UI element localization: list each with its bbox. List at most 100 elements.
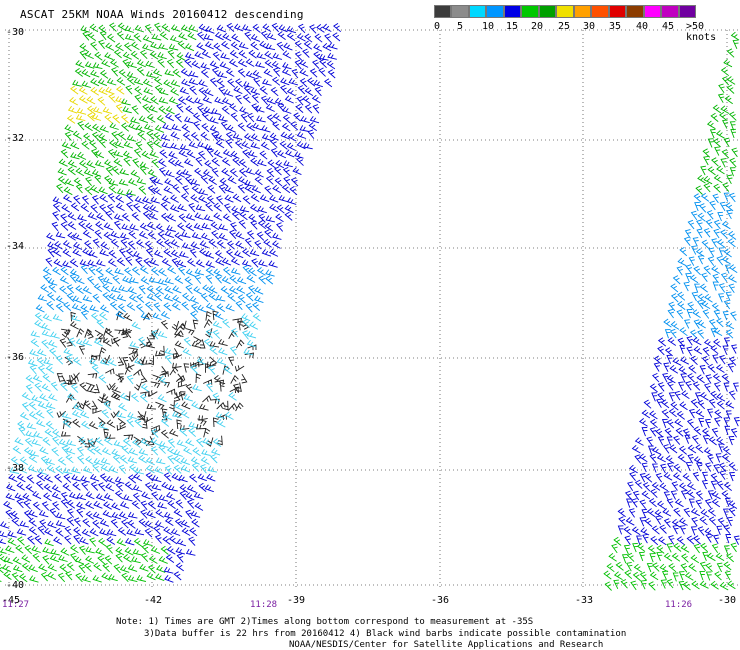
wind-barb <box>61 204 70 213</box>
wind-barb <box>151 329 159 340</box>
wind-barb <box>235 78 243 88</box>
wind-barb <box>276 150 287 159</box>
lon-label: -33 <box>575 595 594 606</box>
wind-barb <box>76 501 86 510</box>
wind-barb <box>165 112 175 122</box>
wind-barb <box>660 579 667 589</box>
wind-barb <box>36 472 46 482</box>
wind-barb <box>665 455 675 464</box>
wind-barb <box>686 335 693 346</box>
wind-barb <box>229 229 237 240</box>
wind-barb <box>71 303 82 311</box>
wind-barb <box>140 552 149 563</box>
wind-barb <box>99 30 107 41</box>
wind-barb <box>92 106 103 114</box>
wind-barb <box>700 508 710 518</box>
wind-barb <box>169 400 175 410</box>
wind-barb <box>718 443 724 453</box>
wind-barb <box>653 362 660 372</box>
wind-barb <box>35 409 45 419</box>
wind-barb <box>272 67 281 77</box>
wind-barb <box>43 358 53 366</box>
wind-barb <box>176 259 187 268</box>
wind-barb <box>245 58 255 67</box>
wind-barb <box>668 392 675 402</box>
wind-barb <box>225 138 233 149</box>
wind-barb <box>232 132 243 140</box>
wind-barb <box>196 356 207 365</box>
wind-barb <box>98 138 106 149</box>
wind-barb <box>238 158 248 168</box>
wind-barb <box>185 492 195 501</box>
wind-barb <box>97 555 106 565</box>
wind-barb <box>181 242 192 250</box>
wind-barb <box>82 465 93 474</box>
wind-barb <box>170 131 180 140</box>
wind-barb <box>242 94 251 104</box>
wind-barb <box>134 24 145 33</box>
wind-barb <box>163 511 174 520</box>
wind-barb <box>707 363 716 373</box>
wind-barb <box>249 321 259 330</box>
wind-barb <box>174 340 184 349</box>
map-gridlines <box>5 29 740 590</box>
wind-barb <box>25 374 34 384</box>
wind-barb <box>101 409 110 419</box>
wind-barb <box>228 330 237 340</box>
wind-barb <box>272 184 282 194</box>
wind-barb <box>202 437 212 446</box>
wind-barb <box>85 382 96 390</box>
wind-barb <box>634 454 642 464</box>
wind-barb <box>89 537 97 547</box>
wind-barb <box>176 439 187 447</box>
wind-barb <box>227 78 236 88</box>
wind-barb <box>712 193 719 204</box>
wind-speed-legend: 0 5 10 15 20 25 30 35 40 45 >50 knots <box>434 5 734 43</box>
wind-barb <box>117 131 126 141</box>
wind-barb <box>118 402 127 412</box>
wind-barb <box>716 165 725 175</box>
wind-barb <box>692 471 700 482</box>
wind-barb <box>91 123 101 133</box>
wind-barb <box>333 23 342 33</box>
wind-barb <box>729 121 736 131</box>
wind-barb <box>75 572 83 583</box>
wind-barb <box>164 465 173 475</box>
wind-barb <box>207 465 218 473</box>
wind-barb <box>203 106 213 115</box>
wind-barb <box>264 50 274 60</box>
wind-barb <box>727 238 736 248</box>
wind-barb <box>674 390 681 401</box>
wind-barb <box>84 50 94 60</box>
wind-barb <box>58 438 69 447</box>
wind-barb <box>126 417 134 428</box>
wind-barb <box>28 526 38 536</box>
wind-barb <box>676 309 684 319</box>
wind-barb <box>57 175 67 185</box>
wind-barb <box>60 148 69 159</box>
wind-barb <box>72 295 82 304</box>
wind-barb <box>115 310 125 320</box>
wind-barb <box>296 33 306 42</box>
wind-barb <box>309 115 320 124</box>
wind-barb <box>90 481 99 491</box>
wind-barb <box>133 77 144 86</box>
wind-barb <box>193 492 204 500</box>
wind-barb <box>666 462 674 472</box>
wind-barb <box>84 562 92 572</box>
wind-barb <box>282 62 292 70</box>
wind-barb <box>24 545 33 555</box>
wind-barb <box>75 276 85 285</box>
wind-barb <box>248 267 257 277</box>
wind-barb <box>210 221 220 231</box>
wind-barb <box>159 31 169 40</box>
wind-barb <box>626 498 632 508</box>
wind-barb <box>116 257 126 267</box>
wind-barb <box>75 114 86 122</box>
wind-barb <box>282 114 291 124</box>
wind-barb <box>732 382 739 392</box>
wind-barb <box>186 499 195 509</box>
wind-barb <box>18 465 28 474</box>
wind-barb <box>260 141 270 150</box>
wind-barb <box>68 492 79 500</box>
